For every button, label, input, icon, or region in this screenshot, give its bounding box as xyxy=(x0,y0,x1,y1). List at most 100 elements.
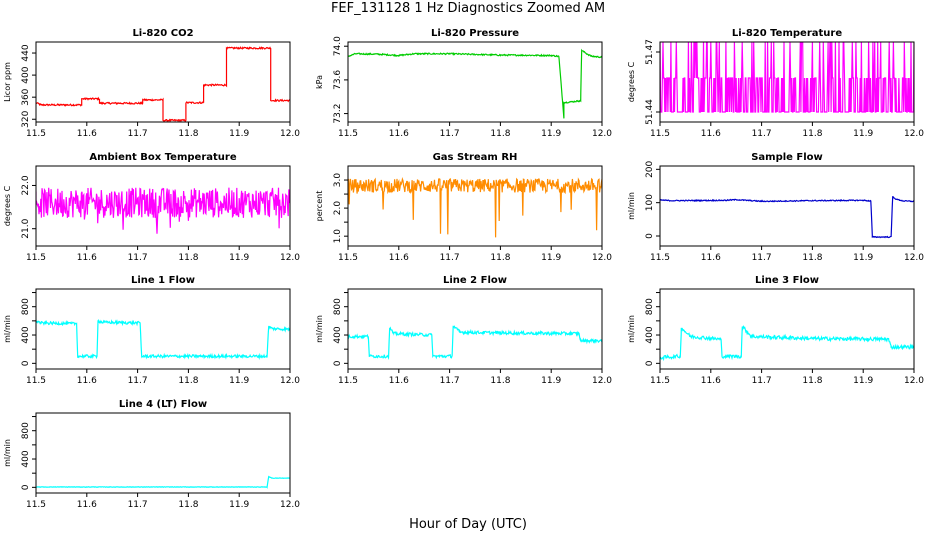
panel-title: Line 4 (LT) Flow xyxy=(119,399,207,410)
x-tick-label: 11.8 xyxy=(178,129,198,139)
y-tick-label: 360 xyxy=(21,88,31,105)
y-tick-label: 0 xyxy=(21,360,31,366)
x-tick-label: 11.9 xyxy=(229,129,249,139)
panel-6: Line 1 Flow ml/min 11.5 11.6 11.7 11.8 11.9 12.… xyxy=(3,275,300,386)
plot-frame xyxy=(347,165,603,247)
x-tick-label: 12.0 xyxy=(904,376,924,386)
x-tick-label: 11.9 xyxy=(541,129,561,139)
x-tick-label: 12.0 xyxy=(592,376,612,386)
y-tick-label: 0 xyxy=(645,233,655,239)
x-tick-label: 11.7 xyxy=(128,500,148,510)
panel-title: Sample Flow xyxy=(751,152,823,163)
y-tick-label: 0 xyxy=(21,484,31,490)
panel-8: Line 3 Flow ml/min 11.5 11.6 11.7 11.8 11.9 12.… xyxy=(627,275,924,386)
panel-title: Line 2 Flow xyxy=(443,275,507,286)
x-tick-label: 11.8 xyxy=(802,129,822,139)
figure-x-axis-label: Hour of Day (UTC) xyxy=(409,517,527,532)
x-tick-label: 11.7 xyxy=(752,129,772,139)
y-tick-label: 51.44 xyxy=(645,99,655,125)
x-tick-label: 11.5 xyxy=(26,376,46,386)
x-tick-label: 11.8 xyxy=(490,253,510,263)
x-tick-label: 11.9 xyxy=(229,500,249,510)
x-tick-label: 12.0 xyxy=(592,129,612,139)
y-tick-label: 800 xyxy=(21,422,31,439)
y-tick-label: 0 xyxy=(645,360,655,366)
x-tick-label: 11.5 xyxy=(26,500,46,510)
x-tick-label: 11.8 xyxy=(178,500,198,510)
x-tick-label: 11.7 xyxy=(128,129,148,139)
x-tick-label: 11.5 xyxy=(650,253,670,263)
x-tick-label: 11.5 xyxy=(26,253,46,263)
x-tick-label: 11.5 xyxy=(26,129,46,139)
y-tick-label: 22.0 xyxy=(21,175,31,195)
series-line xyxy=(660,196,914,239)
x-tick-label: 11.5 xyxy=(650,129,670,139)
y-tick-label: 400 xyxy=(21,66,31,83)
x-tick-label: 11.9 xyxy=(853,129,873,139)
x-tick-label: 11.5 xyxy=(338,376,358,386)
series-line xyxy=(660,325,914,362)
x-tick-label: 11.9 xyxy=(853,376,873,386)
y-axis-label: ml/min xyxy=(315,315,324,343)
x-tick-label: 11.7 xyxy=(440,253,460,263)
x-tick-label: 11.7 xyxy=(440,376,460,386)
x-tick-label: 11.6 xyxy=(701,129,721,139)
y-tick-label: 200 xyxy=(645,160,655,177)
x-tick-label: 12.0 xyxy=(280,253,300,263)
x-tick-label: 12.0 xyxy=(280,500,300,510)
panel-title: Li-820 Temperature xyxy=(732,28,842,39)
x-tick-label: 11.5 xyxy=(650,376,670,386)
y-tick-label: 800 xyxy=(21,298,31,315)
panel-5: Sample Flow ml/min 11.5 11.6 11.7 11.8 11.9 12.… xyxy=(627,152,924,263)
x-tick-label: 11.7 xyxy=(752,253,772,263)
y-tick-label: 21.0 xyxy=(21,218,31,238)
y-tick-label: 400 xyxy=(21,450,31,467)
y-tick-label: 800 xyxy=(333,298,343,315)
x-tick-label: 11.9 xyxy=(541,376,561,386)
plot-frame xyxy=(35,288,291,370)
y-tick-label: 320 xyxy=(21,110,31,127)
panel-title: Line 1 Flow xyxy=(131,275,195,286)
x-tick-label: 11.8 xyxy=(178,253,198,263)
x-tick-label: 11.9 xyxy=(229,376,249,386)
panel-3: Ambient Box Temperature degrees C 11.5 11.6… xyxy=(3,152,300,263)
x-tick-label: 11.9 xyxy=(853,253,873,263)
panel-title: Li-820 CO2 xyxy=(132,28,193,39)
plot-frame xyxy=(659,165,915,247)
x-tick-label: 12.0 xyxy=(904,253,924,263)
x-tick-label: 11.8 xyxy=(490,376,510,386)
plot-frame xyxy=(347,41,603,123)
series-line xyxy=(348,176,602,238)
y-tick-label: 3.0 xyxy=(333,173,343,188)
y-tick-label: 51.47 xyxy=(645,39,655,65)
x-tick-label: 11.6 xyxy=(77,376,97,386)
x-tick-label: 11.8 xyxy=(802,376,822,386)
series-line xyxy=(36,475,290,489)
y-tick-label: 400 xyxy=(333,326,343,343)
y-tick-label: 0 xyxy=(333,360,343,366)
x-tick-label: 11.9 xyxy=(229,253,249,263)
y-axis-label: kPa xyxy=(315,75,324,89)
y-axis-label: ml/min xyxy=(627,315,636,343)
x-tick-label: 11.6 xyxy=(77,129,97,139)
x-tick-label: 11.6 xyxy=(389,129,409,139)
x-tick-label: 11.5 xyxy=(338,129,358,139)
x-tick-label: 12.0 xyxy=(280,129,300,139)
plot-frame xyxy=(659,288,915,370)
panel-title: Ambient Box Temperature xyxy=(89,152,236,163)
panel-4: Gas Stream RH percent 11.5 11.6 11.7 11.8 11.9… xyxy=(315,152,612,263)
panel-title: Line 3 Flow xyxy=(755,275,819,286)
x-tick-label: 11.7 xyxy=(128,376,148,386)
y-axis-label: degrees C xyxy=(627,61,636,102)
x-tick-label: 11.7 xyxy=(128,253,148,263)
y-axis-label: degrees C xyxy=(3,185,12,226)
plot-frame xyxy=(659,41,915,123)
panel-title: Li-820 Pressure xyxy=(431,28,519,39)
panel-1: Li-820 Pressure kPa 11.5 11.6 11.7 11.8 11.9 12… xyxy=(315,28,612,139)
y-tick-label: 100 xyxy=(645,194,655,211)
panel-2: Li-820 Temperature degrees C 11.5 11.6 11.7 1… xyxy=(627,28,924,139)
y-tick-label: 74.0 xyxy=(333,36,343,56)
y-tick-label: 400 xyxy=(645,326,655,343)
panel-0: Li-820 CO2 Licor ppm 11.5 11.6 11.7 11.8 11.9 1… xyxy=(3,28,300,139)
